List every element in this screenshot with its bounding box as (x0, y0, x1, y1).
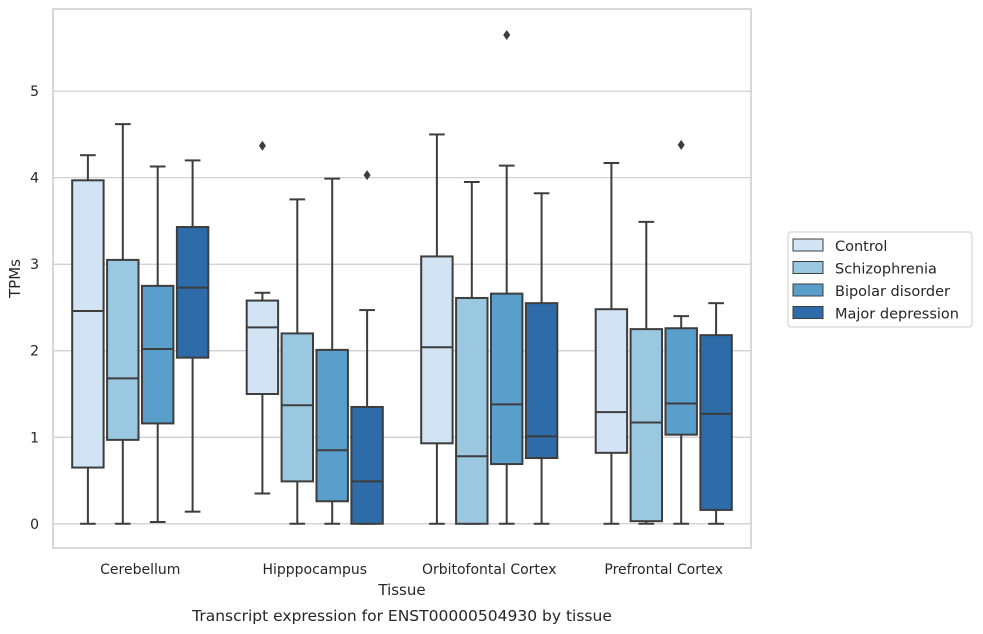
box-body (629, 328, 664, 523)
box-body (664, 327, 698, 436)
legend-swatch (792, 283, 824, 297)
box-body (245, 299, 280, 395)
box-cerebellum-control (71, 154, 105, 525)
box-prefrontal-cortex-bipolar-disorder (664, 139, 698, 525)
box-body (455, 296, 489, 525)
box-orbitofontal-cortex-schizophrenia (455, 181, 489, 525)
x-tick-label: Orbitofontal Cortex (422, 562, 557, 578)
y-tick-labels: 0 1 2 3 4 5 (30, 84, 39, 533)
x-tick-label: Cerebellum (100, 562, 180, 578)
x-tick-label: Prefrontal Cortex (604, 562, 723, 578)
outlier-point (503, 29, 511, 40)
y-tick-label: 5 (30, 84, 39, 100)
legend-swatch (792, 261, 824, 274)
box-orbitofontal-cortex-bipolar-disorder (489, 29, 524, 525)
box-hipppocampus-control (245, 140, 280, 495)
box-orbitofontal-cortex-major-depression (524, 192, 559, 525)
outlier-point (363, 170, 371, 181)
y-tick-label: 3 (30, 257, 39, 273)
box-body (699, 334, 733, 511)
x-tick-label: Hipppocampus (262, 562, 367, 578)
box-body (350, 405, 384, 525)
box-body (524, 302, 559, 460)
box-hipppocampus-schizophrenia (280, 198, 315, 525)
box-prefrontal-cortex-control (594, 162, 629, 525)
legend-swatch (792, 238, 824, 252)
legend-swatch (792, 306, 824, 319)
outlier-point (677, 139, 685, 150)
box-body (594, 308, 629, 454)
box-orbitofontal-cortex-control (420, 133, 454, 525)
legend-label: Major depression (835, 307, 959, 323)
box-hipppocampus-major-depression (350, 170, 384, 525)
box-cerebellum-major-depression (175, 159, 210, 513)
outlier-point (258, 140, 266, 151)
box-prefrontal-cortex-major-depression (699, 302, 733, 525)
box-cerebellum-bipolar-disorder (140, 165, 175, 524)
box-body (140, 284, 175, 425)
box-body (315, 348, 349, 503)
box-body (175, 226, 210, 359)
box-body (71, 179, 105, 469)
y-tick-label: 4 (30, 171, 39, 187)
box-body (420, 255, 454, 445)
box-body (280, 332, 315, 483)
box-prefrontal-cortex-schizophrenia (629, 220, 664, 525)
x-tick-labels: Cerebellum Hipppocampus Orbitofontal Corte… (100, 562, 723, 578)
box-cerebellum-schizophrenia (106, 123, 140, 525)
x-axis-label: Tissue (377, 581, 425, 599)
legend-label: Schizophrenia (835, 262, 937, 278)
legend-label: Control (835, 239, 887, 255)
y-tick-label: 2 (30, 344, 39, 360)
legend: Control Schizophrenia Bipolar disorder Majo… (787, 231, 973, 328)
box-body (489, 292, 524, 466)
chart-caption: Transcript expression for ENST0000050493… (191, 607, 612, 625)
y-axis-label: TPMs (6, 259, 24, 299)
box-series (71, 29, 733, 525)
legend-label: Bipolar disorder (835, 284, 950, 300)
box-body (106, 258, 140, 441)
box-hipppocampus-bipolar-disorder (315, 177, 349, 525)
legend-frame (787, 231, 973, 328)
y-tick-label: 1 (30, 430, 39, 446)
y-tick-label: 0 (30, 517, 39, 533)
plot-frame (52, 8, 752, 549)
